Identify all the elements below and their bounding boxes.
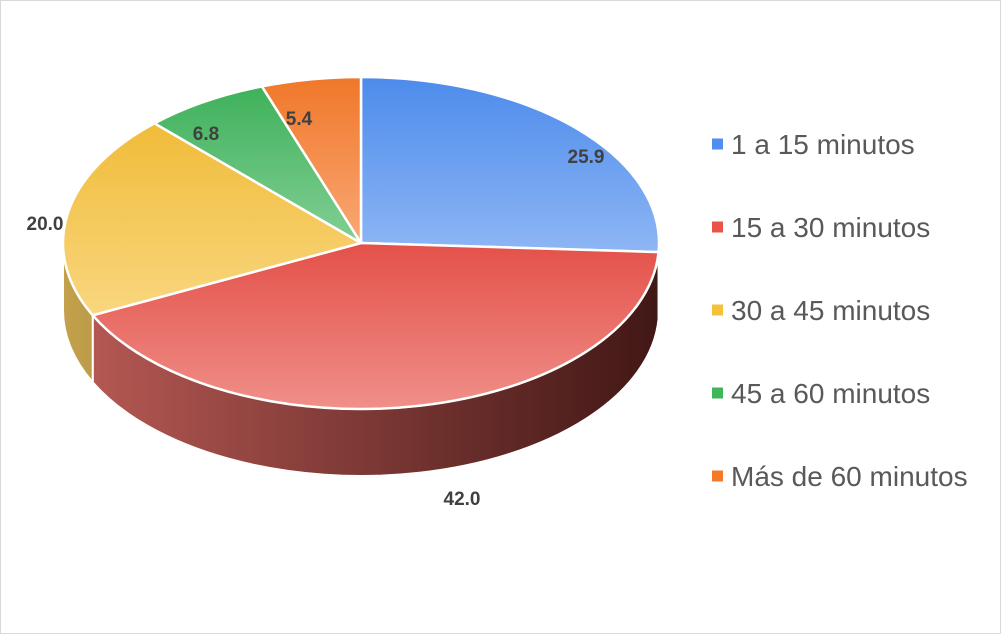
legend-label-1-a-15-minutos: 1 a 15 minutos [731,129,915,160]
legend-item-30-a-45-minutos: 30 a 45 minutos [712,295,930,326]
legend-item-mas-de-60-minutos: Más de 60 minutos [712,461,968,492]
data-labels: 25.9 42.0 20.0 6.8 5.4 [27,109,605,510]
pie-slice-45-a-60-minutos [153,85,363,245]
legend-swatch-mas-de-60-minutos [712,470,723,482]
data-label-1-a-15-minutos: 25.9 [568,147,605,168]
legend-label-mas-de-60-minutos: Más de 60 minutos [731,461,968,492]
pie-plot-area [61,75,661,477]
legend-swatch-1-a-15-minutos [712,138,723,150]
legend-label-30-a-45-minutos: 30 a 45 minutos [731,295,930,326]
legend-item-1-a-15-minutos: 1 a 15 minutos [712,129,915,160]
pie-slice-30-a-45-minutos [61,122,363,317]
legend-swatch-30-a-45-minutos [712,304,723,316]
legend-label-15-a-30-minutos: 15 a 30 minutos [731,212,930,243]
data-label-mas-de-60-minutos: 5.4 [286,109,313,130]
pie-slice-mas-de-60-minutos [260,75,363,245]
data-label-45-a-60-minutos: 6.8 [193,124,219,145]
legend-item-45-a-60-minutos: 45 a 60 minutos [712,378,930,409]
data-label-30-a-45-minutos: 20.0 [27,214,64,235]
pie-slice-1-a-15-minutos [359,75,661,254]
legend: 1 a 15 minutos 15 a 30 minutos 30 a 45 min… [712,129,968,492]
data-label-15-a-30-minutos: 42.0 [444,489,481,510]
legend-item-15-a-30-minutos: 15 a 30 minutos [712,212,930,243]
pie-slice-15-a-30-minutos [91,241,660,411]
legend-swatch-45-a-60-minutos [712,387,723,399]
legend-swatch-15-a-30-minutos [712,221,723,233]
legend-label-45-a-60-minutos: 45 a 60 minutos [731,378,930,409]
